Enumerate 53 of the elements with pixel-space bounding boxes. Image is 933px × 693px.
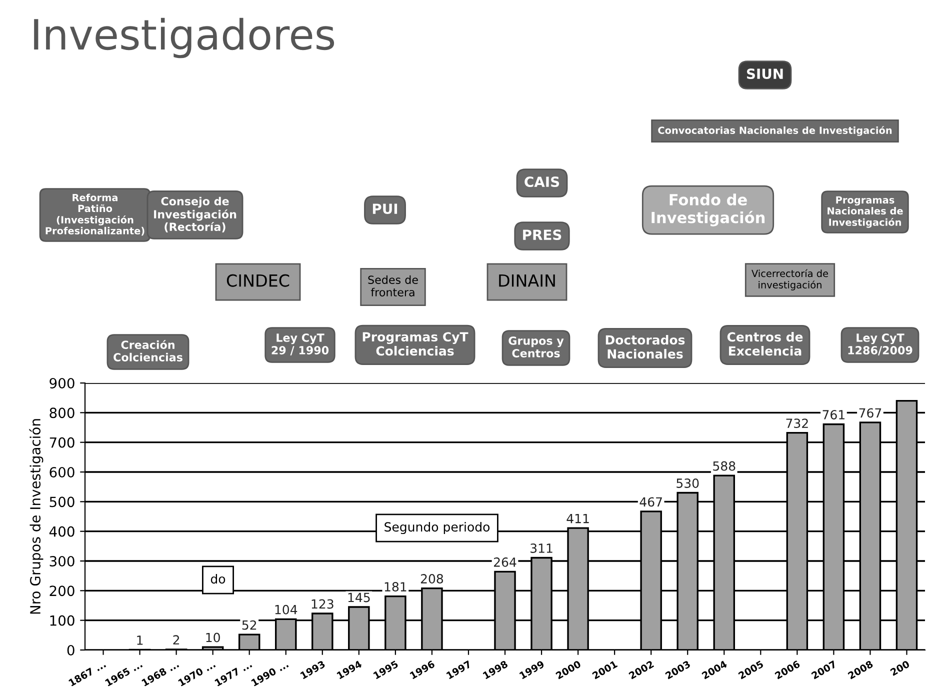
text: Ley CyT 1286/2009 [848, 334, 912, 356]
text: Fondo de Investigación [652, 194, 765, 226]
data-label: 411 [566, 514, 589, 524]
y-tick-label: 600 [50, 466, 74, 478]
data-label: 1 [137, 636, 143, 645]
y-tick-label: 0 [67, 644, 74, 656]
data-label: 123 [312, 599, 334, 609]
text: Doctorados Nacionales [606, 334, 685, 359]
data-label: 181 [384, 582, 406, 592]
text: Sedes de frontera [368, 275, 418, 296]
text: Grupos y Centros [508, 336, 564, 358]
text: Reforma Patiño (Investigación Profesionalizante) [46, 194, 144, 236]
data-label: 588 [713, 461, 736, 471]
data-label: 767 [859, 408, 882, 418]
text: Programas Nacionales de Investigación [828, 196, 903, 228]
y-axis-title: Nro Grupos de Investigación [29, 419, 44, 614]
text: DINAIN [499, 274, 555, 287]
data-label: 467 [640, 497, 662, 507]
y-tick-label: 500 [50, 496, 74, 508]
text: Convocatorias Nacionales de Investigación [658, 126, 892, 136]
data-label: 761 [822, 410, 844, 420]
data-label: 208 [420, 574, 444, 584]
y-tick-label: 100 [50, 615, 74, 626]
text: CINDEC [226, 274, 290, 287]
chart-title: Investigadores [34, 18, 334, 58]
y-tick-label: 200 [50, 586, 74, 596]
x-tick-label: 200 [890, 660, 910, 676]
text: Consejo de Investigación (Rectoría) [154, 196, 236, 232]
y-tick-label: 400 [49, 526, 74, 537]
data-label: 10 [206, 632, 220, 642]
text: PRES [523, 230, 562, 240]
data-label: 2 [173, 635, 180, 644]
annotation: do [210, 574, 226, 584]
data-label: 732 [786, 418, 808, 428]
data-label: 145 [348, 592, 370, 602]
text: Centros de Excelencia [727, 332, 803, 356]
text: Programas CyT Colciencias [362, 332, 468, 356]
annotation: Segundo periodo [384, 522, 490, 534]
text: Creación Colciencias [114, 340, 182, 362]
y-tick-label: 800 [50, 408, 74, 418]
data-label: 52 [242, 620, 256, 630]
text: SIUN [746, 68, 783, 80]
text: CAIS [524, 176, 560, 188]
text: Ley CyT 29 / 1990 [272, 334, 329, 356]
data-label: 264 [494, 557, 516, 567]
data-label: 104 [275, 604, 298, 614]
text: Vicerrectoría de investigación [752, 269, 828, 290]
data-label: 530 [676, 478, 699, 488]
y-tick-label: 900 [50, 378, 74, 388]
text: PUI [372, 204, 398, 214]
data-label: 311 [530, 543, 552, 553]
y-tick-label: 300 [50, 556, 74, 566]
y-tick-label: 700 [50, 437, 74, 448]
